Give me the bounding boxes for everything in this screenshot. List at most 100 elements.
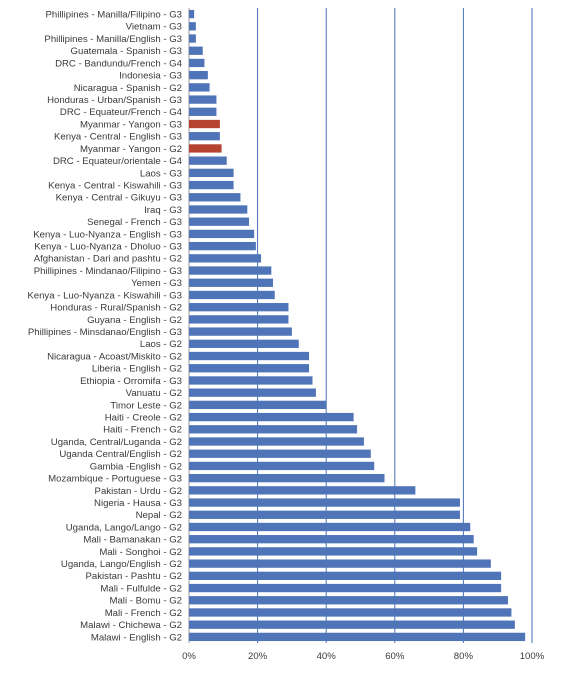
bar <box>189 400 327 410</box>
bar <box>189 522 471 532</box>
bar <box>189 547 478 556</box>
bar <box>189 119 220 129</box>
category-label: Myanmar - Yangon - G3 <box>80 119 182 130</box>
category-label: Haiti - Creole - G2 <box>105 412 182 423</box>
bar <box>189 156 227 165</box>
category-label: Malawi - Chichewa - G2 <box>80 620 182 631</box>
category-label: Iraq - G3 <box>144 205 182 216</box>
category-label: Nicaragua - Spanish - G2 <box>74 83 182 94</box>
category-label: Uganda, Lango/Lango - G2 <box>66 522 182 533</box>
category-label: Laos - G2 <box>140 339 182 350</box>
bar <box>189 180 234 190</box>
bar <box>189 461 375 471</box>
category-label: Nepal - G2 <box>136 510 182 521</box>
category-label: Honduras - Urban/Spanish - G3 <box>47 95 182 106</box>
bar <box>189 559 491 568</box>
bar <box>189 449 371 458</box>
category-label: Liberia - English - G2 <box>92 364 182 375</box>
category-label: Kenya - Central - Gikuyu - G3 <box>56 193 182 204</box>
bar <box>189 83 210 92</box>
category-label: DRC - Equateur/French - G4 <box>60 107 183 118</box>
category-label: Haiti - French - G2 <box>103 425 182 436</box>
category-label: Mali - French - G2 <box>105 608 182 619</box>
bar <box>189 473 385 483</box>
bar <box>189 266 272 275</box>
bar <box>189 9 195 19</box>
category-label: Guatemala - Spanish - G3 <box>71 46 182 57</box>
x-tick-label: 40% <box>317 651 337 662</box>
bar <box>189 608 512 617</box>
category-label: Mali - Fulfulde - G2 <box>100 583 182 594</box>
bar <box>189 278 274 287</box>
category-label: Phillipines - Manilla/Filipino - G3 <box>46 10 183 21</box>
bar <box>189 510 460 519</box>
category-label: Guyana - English - G2 <box>87 315 182 326</box>
category-label: Uganda, Central/Luganda - G2 <box>51 437 182 448</box>
bar <box>189 327 292 336</box>
category-label: DRC - Bandundu/French - G4 <box>55 58 183 69</box>
bar <box>189 351 310 361</box>
bar <box>189 303 289 312</box>
bars <box>189 9 526 642</box>
category-label: Nicaragua - Acoast/Miskito - G2 <box>47 351 182 362</box>
bar <box>189 290 275 300</box>
bar <box>189 254 262 263</box>
bar <box>189 95 217 104</box>
category-label: Malawi - English - G2 <box>91 632 182 643</box>
bar <box>189 583 502 593</box>
x-tick-label: 0% <box>182 651 196 662</box>
category-label: Timor Leste - G2 <box>110 400 182 411</box>
category-label: Laos - G3 <box>140 168 182 179</box>
category-label: Mozambique - Portuguese - G3 <box>48 474 182 485</box>
category-label: Phillipines - Minsdanao/English - G3 <box>28 327 182 338</box>
bar <box>189 168 234 178</box>
category-label: DRC - Equateur/orientale - G4 <box>53 156 183 167</box>
bar <box>189 241 256 251</box>
bar <box>189 620 515 629</box>
x-tick-label: 80% <box>454 651 474 662</box>
bar <box>189 388 316 397</box>
bar <box>189 205 248 214</box>
bar <box>189 144 222 153</box>
category-label: Kenya - Central - Kiswahili - G3 <box>48 180 182 191</box>
category-label: Kenya - Luo-Nyanza - English - G3 <box>33 229 182 240</box>
bar <box>189 486 416 495</box>
bar <box>189 46 203 55</box>
bar <box>189 535 474 544</box>
bar <box>189 437 364 446</box>
category-label: Ethiopia - Orromifa - G3 <box>80 376 182 387</box>
bar <box>189 71 208 80</box>
bar <box>189 339 299 348</box>
x-tick-label: 60% <box>385 651 405 662</box>
bar <box>189 34 196 43</box>
category-labels: Phillipines - Manilla/Filipino - G3Vietn… <box>27 10 182 644</box>
category-label: Pakistan - Pashtu - G2 <box>85 571 182 582</box>
bar <box>189 376 313 385</box>
category-label: Kenya - Central - English - G3 <box>54 132 182 143</box>
category-label: Pakistan - Urdu - G2 <box>95 486 182 497</box>
bar <box>189 364 310 373</box>
bar <box>189 412 354 422</box>
bar <box>189 107 217 116</box>
bar <box>189 22 196 31</box>
category-label: Kenya - Luo-Nyanza - Kiswahili - G3 <box>27 290 182 301</box>
x-tick-label: 20% <box>248 651 268 662</box>
category-label: Uganda, Lango/English - G2 <box>61 559 182 570</box>
category-label: Vietnam - G3 <box>126 22 182 33</box>
category-label: Afghanistan - Dari and pashtu - G2 <box>34 254 182 265</box>
x-tick-label: 100% <box>520 651 545 662</box>
category-label: Uganda Central/English - G2 <box>59 449 182 460</box>
category-label: Indonesia - G3 <box>119 71 182 82</box>
bar <box>189 596 508 605</box>
category-label: Mali - Bamanakan - G2 <box>83 535 182 546</box>
bar <box>189 58 205 68</box>
bar <box>189 217 250 226</box>
category-label: Gambia -English - G2 <box>90 461 182 472</box>
x-axis-tick-labels: 0% 20% 40% 60% 80% 100% <box>182 651 545 662</box>
category-label: Mali - Songhoi - G2 <box>99 547 182 558</box>
bar <box>189 315 289 324</box>
category-label: Phillipines - Manilla/English - G3 <box>44 34 182 45</box>
category-label: Vanuatu - G2 <box>126 388 182 399</box>
category-label: Phillipines - Mindanao/Filipino - G3 <box>34 266 182 277</box>
bar <box>189 132 220 141</box>
